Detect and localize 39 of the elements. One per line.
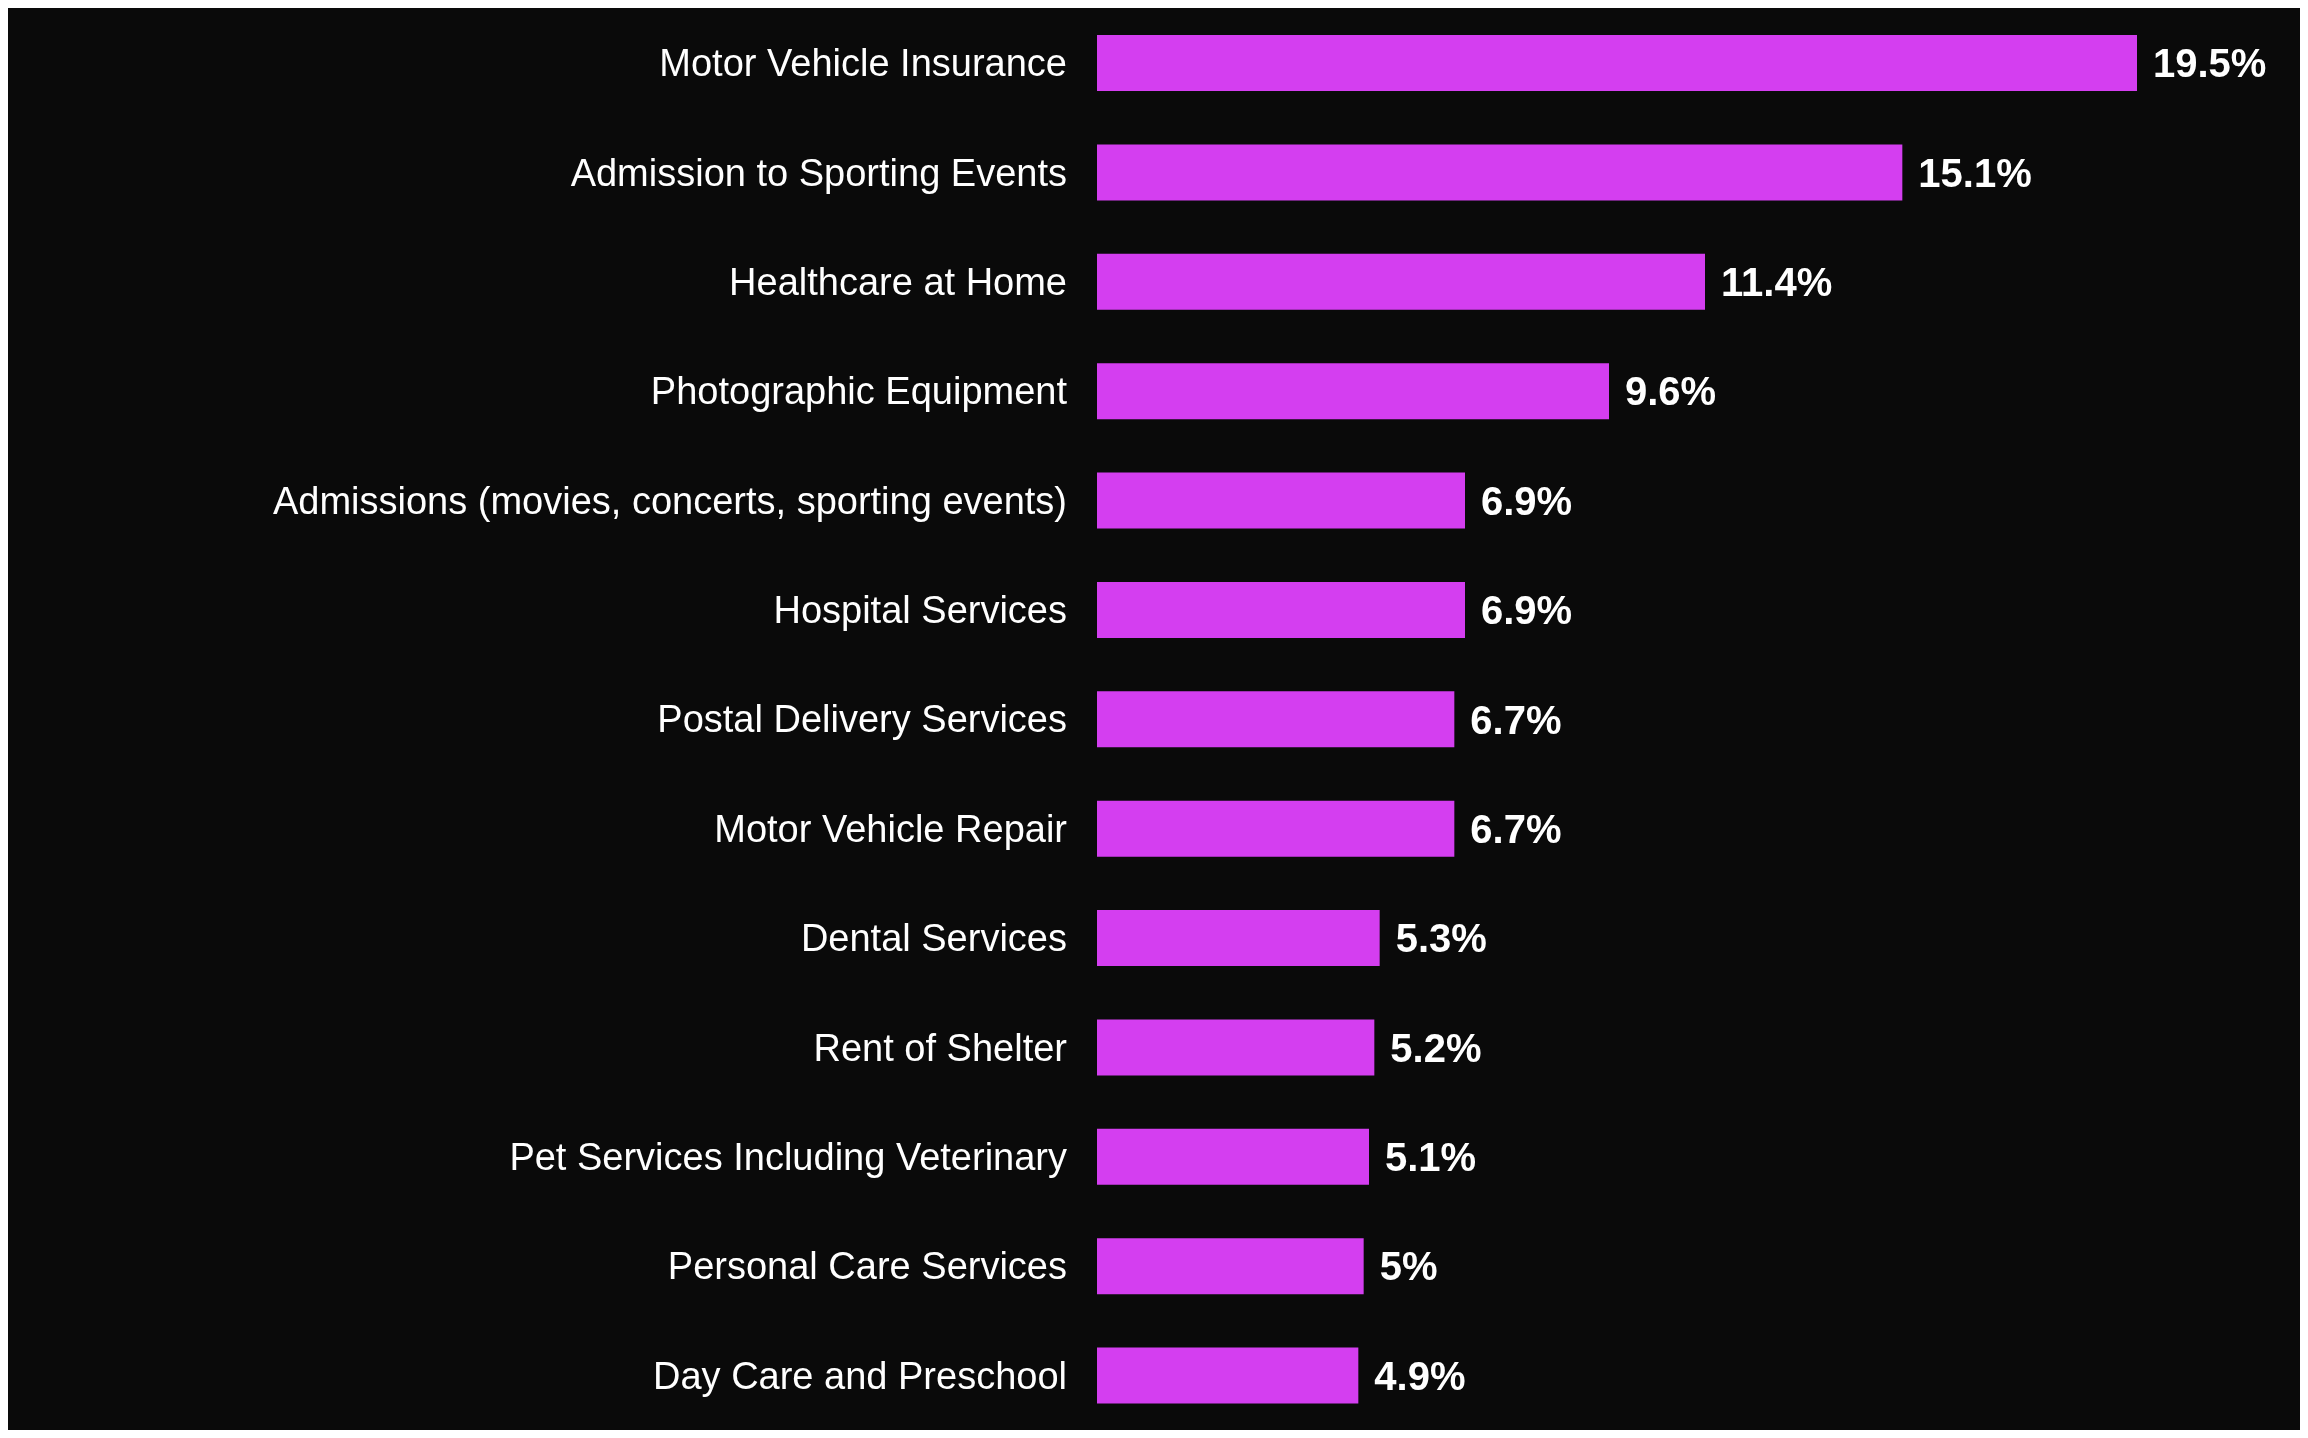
data-label: 5.3% xyxy=(1395,916,1487,961)
data-label: 11.4% xyxy=(1721,259,1833,304)
bar xyxy=(1097,800,1455,857)
bar xyxy=(1097,35,2137,91)
bar xyxy=(1097,253,1705,310)
data-label: 19.5% xyxy=(2153,41,2267,86)
bar xyxy=(1097,1019,1375,1076)
data-label: 5.2% xyxy=(1390,1025,1482,1070)
y-tick-label: Day Care and Preschool xyxy=(653,1354,1067,1397)
y-tick-label: Admissions (movies, concerts, sporting events) xyxy=(272,479,1067,522)
bar xyxy=(1097,1238,1364,1295)
y-tick-label: Admission to Sporting Events xyxy=(570,151,1067,194)
data-label: 5% xyxy=(1379,1244,1438,1289)
y-tick-label: Personal Care Services xyxy=(667,1245,1067,1288)
data-label: 9.6% xyxy=(1625,369,1717,414)
y-tick-label: Dental Services xyxy=(800,917,1067,960)
y-tick-label: Healthcare at Home xyxy=(729,260,1067,303)
y-tick-label: Photographic Equipment xyxy=(650,370,1068,413)
data-label: 15.1% xyxy=(1918,150,2032,195)
data-label: 6.7% xyxy=(1470,806,1562,851)
data-label: 5.1% xyxy=(1385,1135,1477,1180)
y-tick-label: Motor Vehicle Insurance xyxy=(659,42,1067,85)
bar xyxy=(1097,472,1465,529)
y-tick-label: Pet Services Including Veterinary xyxy=(509,1136,1067,1179)
bar xyxy=(1097,910,1380,967)
data-label: 6.7% xyxy=(1470,697,1562,742)
data-label: 4.9% xyxy=(1374,1353,1466,1398)
y-tick-label: Rent of Shelter xyxy=(813,1026,1068,1069)
data-label: 6.9% xyxy=(1481,478,1573,523)
bar xyxy=(1097,581,1465,638)
bar xyxy=(1097,363,1609,420)
bar xyxy=(1097,691,1455,748)
y-tick-label: Motor Vehicle Repair xyxy=(714,807,1068,850)
bar xyxy=(1097,1128,1369,1185)
bar xyxy=(1097,144,1903,201)
y-tick-label: Postal Delivery Services xyxy=(657,698,1067,741)
bar xyxy=(1097,1347,1359,1404)
data-label: 6.9% xyxy=(1481,588,1573,633)
y-tick-label: Hospital Services xyxy=(773,589,1067,632)
